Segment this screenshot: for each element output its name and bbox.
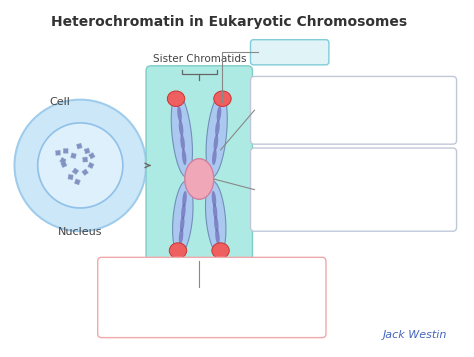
Text: Heterochromatin in Eukaryotic Chromosomes: Heterochromatin in Eukaryotic Chromosome…: [51, 15, 407, 29]
Text: Jack Westin: Jack Westin: [383, 330, 447, 340]
Polygon shape: [78, 144, 81, 149]
Polygon shape: [83, 157, 87, 162]
Text: Centromeres: Centromeres: [316, 159, 392, 169]
Ellipse shape: [167, 91, 185, 106]
Ellipse shape: [214, 216, 219, 232]
Polygon shape: [61, 163, 66, 166]
Polygon shape: [90, 163, 92, 168]
Polygon shape: [64, 149, 68, 153]
Ellipse shape: [212, 149, 217, 165]
FancyBboxPatch shape: [251, 40, 329, 65]
Polygon shape: [85, 149, 90, 153]
Ellipse shape: [171, 94, 192, 177]
Ellipse shape: [180, 216, 184, 232]
Polygon shape: [72, 154, 75, 158]
Ellipse shape: [212, 243, 229, 258]
Ellipse shape: [169, 243, 187, 258]
Text: - Single stranded DNA: - Single stranded DNA: [109, 298, 210, 307]
Ellipse shape: [217, 106, 221, 122]
Text: Cell: Cell: [49, 97, 70, 107]
Ellipse shape: [215, 228, 220, 245]
Ellipse shape: [182, 149, 186, 165]
Circle shape: [38, 123, 123, 208]
Ellipse shape: [213, 203, 218, 220]
Ellipse shape: [182, 191, 187, 207]
Polygon shape: [91, 153, 93, 159]
Text: - Protect ends of DNA from degradation: - Protect ends of DNA from degradation: [109, 312, 288, 321]
Ellipse shape: [206, 94, 228, 177]
Polygon shape: [74, 169, 77, 174]
Ellipse shape: [179, 228, 183, 245]
Ellipse shape: [212, 191, 216, 207]
Polygon shape: [64, 149, 68, 153]
Polygon shape: [73, 170, 78, 172]
Polygon shape: [83, 158, 87, 162]
Ellipse shape: [180, 135, 185, 151]
Polygon shape: [69, 175, 73, 179]
Ellipse shape: [173, 181, 193, 255]
Polygon shape: [82, 171, 88, 174]
Text: acetylation or demethylation: acetylation or demethylation: [262, 116, 400, 125]
Polygon shape: [76, 180, 79, 184]
Ellipse shape: [177, 106, 182, 122]
Polygon shape: [75, 180, 80, 183]
Polygon shape: [84, 170, 86, 175]
Ellipse shape: [214, 91, 231, 106]
Polygon shape: [71, 154, 76, 157]
Ellipse shape: [205, 181, 226, 255]
Ellipse shape: [214, 135, 218, 151]
Text: - May convert to euchromatin through: - May convert to euchromatin through: [262, 104, 435, 112]
Polygon shape: [56, 151, 60, 155]
Polygon shape: [89, 155, 94, 157]
Ellipse shape: [181, 203, 186, 220]
Polygon shape: [63, 162, 65, 167]
Text: - Double stranded DNA: - Double stranded DNA: [262, 188, 366, 198]
Polygon shape: [60, 159, 65, 162]
Text: Sister Chromatids: Sister Chromatids: [153, 54, 246, 64]
Text: - Constitutive heterochromatin: - Constitutive heterochromatin: [262, 175, 402, 184]
Polygon shape: [68, 175, 73, 179]
Polygon shape: [62, 158, 64, 163]
Text: Facultive Heterochromatin: Facultive Heterochromatin: [275, 87, 432, 97]
Text: - Binds to Kinetochore during mitosis: - Binds to Kinetochore during mitosis: [262, 202, 430, 211]
Ellipse shape: [185, 159, 214, 199]
Text: - Constitutive heterochromatin: - Constitutive heterochromatin: [109, 285, 249, 293]
FancyBboxPatch shape: [251, 148, 456, 231]
Polygon shape: [88, 164, 93, 167]
FancyBboxPatch shape: [251, 76, 456, 144]
Text: Euchromatin: Euchromatin: [256, 47, 323, 57]
Polygon shape: [56, 151, 60, 155]
Text: Nucleus: Nucleus: [58, 227, 102, 237]
Text: Telomere: Telomere: [185, 268, 239, 278]
FancyBboxPatch shape: [146, 66, 253, 290]
Polygon shape: [85, 149, 89, 154]
FancyBboxPatch shape: [98, 257, 326, 338]
Circle shape: [15, 100, 146, 231]
Polygon shape: [77, 145, 82, 148]
Ellipse shape: [179, 120, 183, 136]
Ellipse shape: [215, 120, 220, 136]
